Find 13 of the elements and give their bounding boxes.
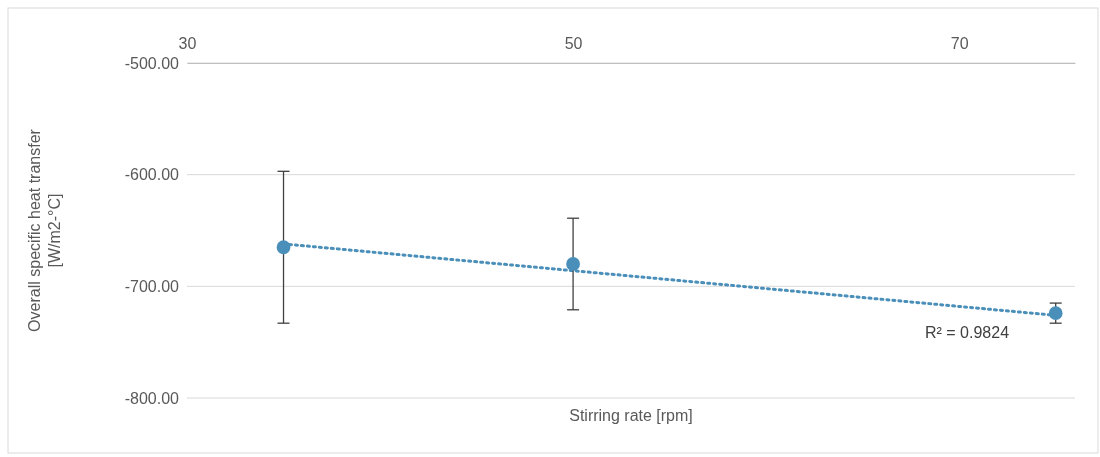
- x-axis-title: Stirring rate [rpm]: [569, 407, 693, 424]
- point: [566, 257, 580, 271]
- y-tick-label: -700.00: [124, 277, 180, 295]
- annotation: R² = 0.9824: [925, 324, 1010, 341]
- point: [276, 240, 291, 255]
- y-tick-label: -600.00: [124, 166, 180, 184]
- x-tick-label: 30: [178, 35, 197, 52]
- point: [1048, 306, 1063, 321]
- x-tick-label: 70: [950, 35, 969, 52]
- y-axis-title: Overall specific heat transfer [W/m2-°C]: [26, 128, 63, 332]
- y-tick-label: -800.00: [124, 389, 180, 407]
- y-tick-label: -500.00: [124, 54, 180, 72]
- x-tick-label: 50: [564, 35, 583, 52]
